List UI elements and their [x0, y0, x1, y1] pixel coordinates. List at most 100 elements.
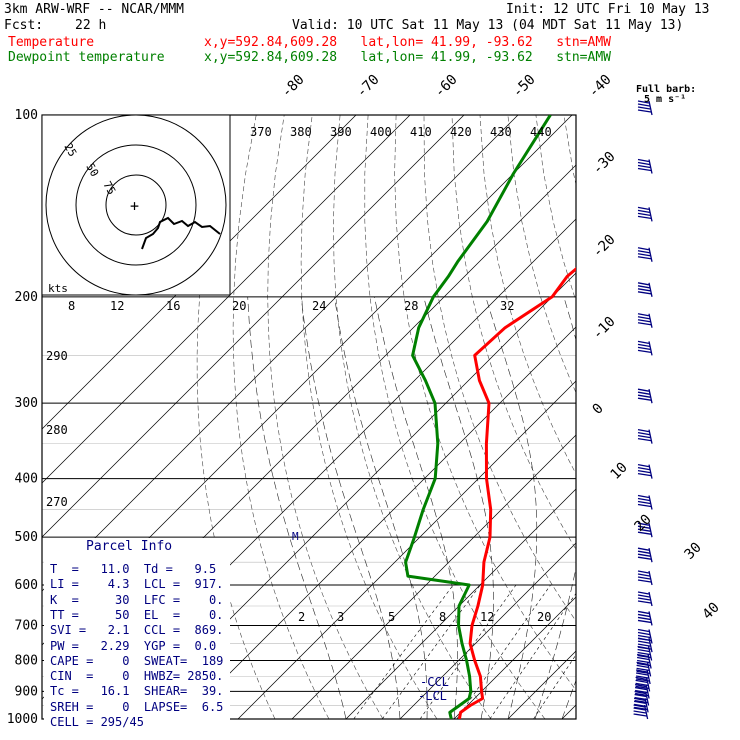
wind-barb-flag — [636, 664, 649, 669]
wind-barb-flag — [633, 703, 647, 708]
wind-barb-flag — [637, 349, 652, 353]
pressure-tick-label: 300 — [15, 396, 38, 411]
wind-barb-flag — [636, 667, 650, 672]
parcel-info-title: Parcel Info — [86, 539, 173, 554]
wind-barb-staff — [648, 464, 653, 479]
pressure-tick-label: 900 — [15, 684, 38, 699]
wind-barb-flag — [637, 651, 651, 656]
wind-barb-flag — [637, 288, 651, 292]
location-temperature: x,y=592.84,609.28 lat,lon= 41.99, -93.62… — [204, 35, 611, 50]
wind-barb-flag — [637, 634, 651, 639]
wind-barb-flag — [633, 707, 646, 711]
wind-barb-flag — [637, 343, 650, 347]
wind-barb-flag — [637, 553, 651, 557]
pressure-tick-label: 800 — [15, 653, 38, 668]
wind-barb-flag — [634, 683, 647, 688]
wind-barb-staff — [648, 341, 653, 356]
wind-barb-flag — [637, 494, 650, 499]
wind-barb-staff — [648, 570, 653, 586]
parcel-info-row: CAPE = 0 SWEAT= 189 — [50, 653, 224, 668]
isotherm-label: 0 — [590, 401, 607, 418]
legend-dewpoint: Dewpoint temperature — [8, 50, 165, 65]
isotherm-line — [183, 326, 576, 719]
wind-barb-flag — [635, 692, 649, 697]
wind-barb-flag — [637, 431, 650, 436]
parcel-info-row: CIN = 0 HWBZ= 2850. — [50, 669, 224, 684]
wind-barb-flag — [637, 100, 650, 104]
wind-barb-staff — [648, 159, 653, 174]
wind-barb-flag — [637, 291, 652, 295]
pressure-tick-label: 700 — [15, 618, 38, 633]
wind-barb-flag — [634, 699, 648, 704]
dry-adiabat-line — [620, 115, 740, 719]
wind-barb-flag — [637, 531, 652, 535]
theta-label: 420 — [450, 125, 472, 139]
moist-adiabat-line — [485, 296, 538, 719]
wind-barb-flag — [637, 550, 650, 554]
wind-barb-flag — [637, 467, 650, 471]
isotherm-line — [507, 650, 576, 719]
theta-label: 380 — [290, 125, 312, 139]
lcl-marker: -LCL — [418, 689, 447, 703]
wind-barb-flag — [637, 648, 650, 653]
wind-barb-staff — [648, 548, 653, 563]
wind-barb-flag — [637, 573, 650, 577]
wind-barb-flag — [637, 470, 651, 474]
barb-legend-value: 5 m s⁻¹ — [644, 94, 687, 105]
wind-barb-staff — [644, 691, 650, 706]
parcel-info-row: SREH = 0 LAPSE= 6.5 — [50, 699, 224, 714]
pressure-tick-label: 200 — [15, 290, 38, 305]
wind-barb-flag — [637, 106, 651, 110]
isotherm-line — [42, 115, 519, 592]
dry-adiabat-line — [535, 115, 576, 302]
isotherm-label: -40 — [586, 72, 615, 101]
dry-adiabat-line — [676, 115, 740, 719]
location-dewpoint: x,y=592.84,609.28 lat,lon= 41.99, -93.62… — [204, 50, 611, 65]
mixing-ratio-label: 8 — [439, 610, 446, 624]
mixing-ratio-label: 20 — [537, 610, 551, 624]
wind-barb-flag — [637, 597, 651, 601]
isotherm-label: -30 — [590, 149, 619, 178]
barb-legend-title: Full barb: — [636, 84, 697, 95]
isotherm-label: -10 — [590, 314, 619, 343]
wind-barb-flag — [637, 610, 650, 615]
moist-adiabat-line — [247, 296, 347, 719]
ccl-marker: -CCL — [420, 675, 449, 689]
wind-barb-flag — [637, 591, 650, 595]
wind-barb-flag — [637, 594, 650, 598]
dry-adiabat-line — [592, 115, 740, 719]
dry-adiabat-line — [648, 115, 740, 719]
forecast-hour: 22 h — [75, 18, 107, 33]
wind-barb-flag — [636, 670, 650, 675]
dry-adiabat-line — [423, 115, 576, 622]
wind-barb-flag — [637, 397, 652, 401]
wind-barb-flag — [635, 675, 649, 679]
mixing-ratio-label: 5 — [388, 610, 395, 624]
isotherm-line — [399, 542, 576, 719]
temperature-trace — [457, 267, 576, 719]
wind-barb-flag — [637, 643, 651, 647]
dry-adiabat-line — [232, 115, 330, 719]
wind-barb-flag — [637, 528, 651, 532]
wind-barb-flag — [637, 161, 650, 166]
wind-barb-flag — [637, 209, 650, 213]
hodograph-storm-marker: + — [130, 197, 140, 215]
wind-barb-flag — [637, 215, 652, 220]
wind-barb-flag — [635, 676, 647, 681]
isotherm-line — [616, 115, 740, 719]
theta-label-left: 270 — [46, 495, 68, 509]
dry-adiabat-line — [300, 115, 438, 719]
wind-barb-flag — [637, 167, 652, 172]
wind-barb-flag — [633, 704, 645, 708]
wind-barb-flag — [636, 661, 648, 666]
wind-barb-flag — [637, 576, 651, 580]
wind-barb-flag — [635, 679, 648, 684]
wind-barb-flag — [635, 685, 649, 690]
wind-barb-flag — [637, 600, 652, 604]
wind-barb-flag — [637, 579, 652, 583]
wind-barb-flag — [637, 473, 652, 477]
isotherm-line — [42, 115, 411, 484]
isotherm-label: -60 — [432, 72, 461, 101]
wind-barb-flag — [637, 547, 650, 551]
